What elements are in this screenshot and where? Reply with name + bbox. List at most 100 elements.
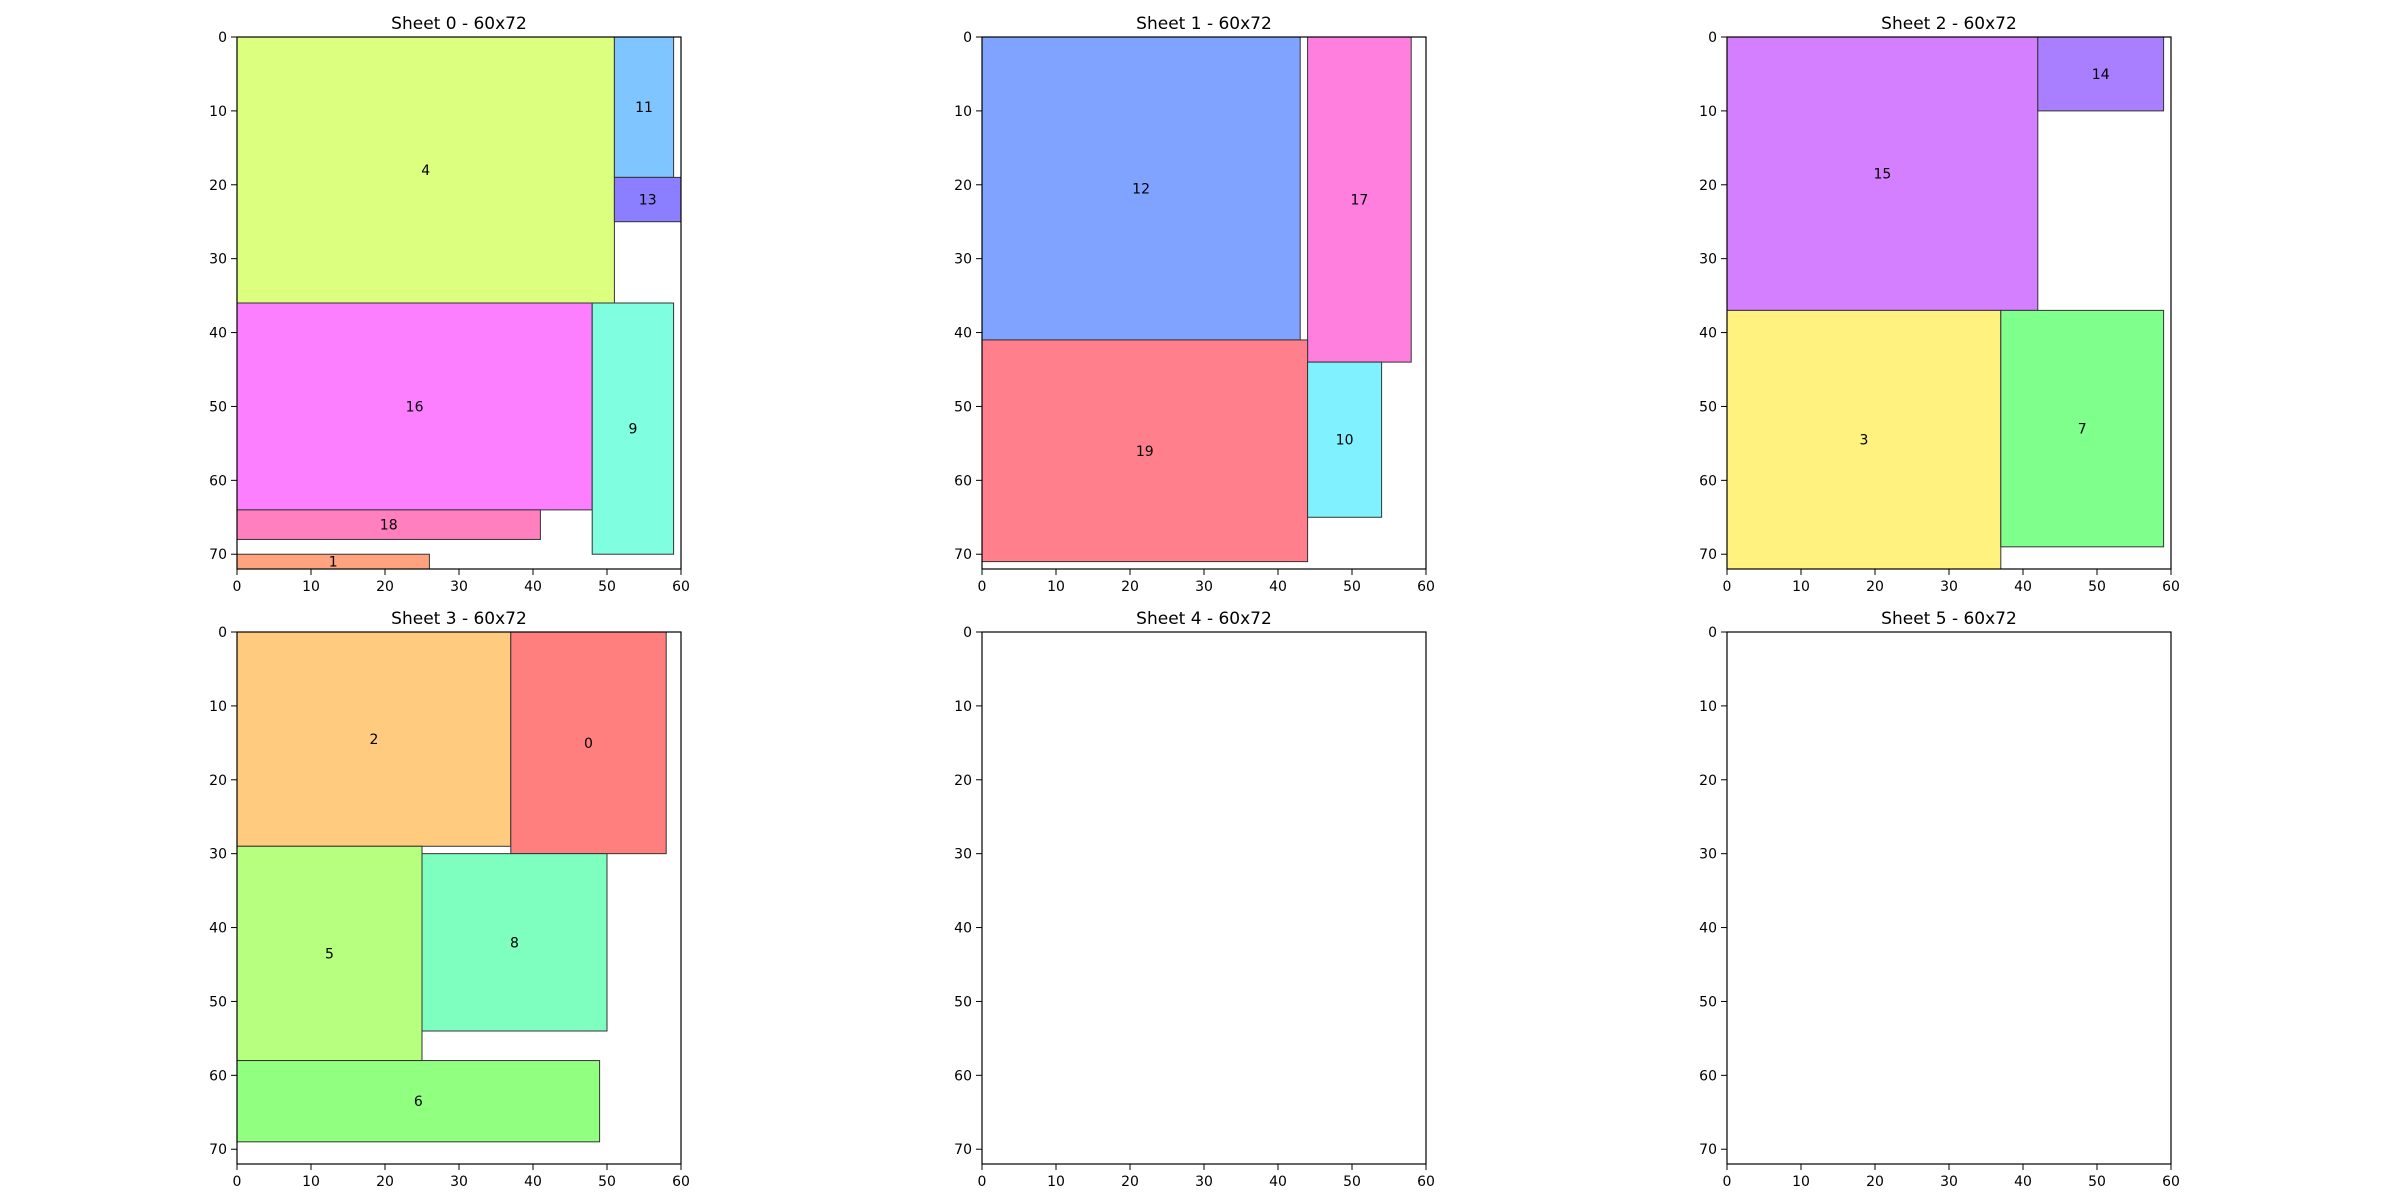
x-tick-label: 30 (1940, 1174, 1958, 1190)
y-tick-label: 60 (209, 473, 227, 489)
piece-rect-12 (981, 36, 1301, 341)
x-tick-label: 20 (1866, 1174, 1884, 1190)
x-tick-label: 50 (2088, 1174, 2106, 1190)
x-tick-label: 40 (1269, 579, 1287, 595)
x-tick-label: 10 (1792, 579, 1810, 595)
y-tick-label: 0 (963, 625, 972, 641)
sheet-panel-5: Sheet 5 - 60x72 0 10 20 30 40 50 60 0 10 20 30 40 50 6… (1699, 609, 2180, 1190)
x-tick-label: 20 (1866, 579, 1884, 595)
y-tick-label: 0 (218, 30, 227, 46)
piece-label-2: 2 (369, 732, 378, 748)
piece-rect-16 (236, 302, 593, 511)
x-tick-label: 0 (233, 579, 242, 595)
piece-rect-9 (591, 302, 675, 555)
piece-rect-14 (2037, 36, 2165, 112)
sheet-panel-4: Sheet 4 - 60x72 0 10 20 30 40 50 60 0 10 20 30 40 50 6… (954, 609, 1435, 1190)
y-tick-label: 40 (954, 326, 972, 342)
x-tick-label: 30 (1195, 1174, 1213, 1190)
y-tick-label: 0 (1708, 30, 1717, 46)
sheet-title: Sheet 0 - 60x72 (391, 14, 527, 34)
y-tick-label: 0 (963, 30, 972, 46)
x-tick-label: 40 (2014, 1174, 2032, 1190)
piece-label-10: 10 (1336, 433, 1354, 449)
x-tick-label: 30 (450, 579, 468, 595)
x-tick-label: 0 (1723, 579, 1732, 595)
piece-label-9: 9 (628, 422, 637, 438)
piece-label-17: 17 (1350, 193, 1368, 209)
x-tick-label: 20 (1121, 1174, 1139, 1190)
piece-label-8: 8 (510, 935, 519, 951)
sheet-title: Sheet 3 - 60x72 (391, 609, 527, 629)
piece-label-18: 18 (380, 518, 398, 534)
sheet-title: Sheet 5 - 60x72 (1881, 609, 2017, 629)
y-tick-label: 40 (1699, 326, 1717, 342)
piece-rect-15 (1726, 36, 2039, 311)
x-tick-label: 50 (598, 1174, 616, 1190)
piece-rect-10 (1307, 361, 1383, 518)
y-tick-label: 40 (954, 921, 972, 937)
piece-rect-8 (421, 853, 608, 1032)
x-tick-label: 40 (2014, 579, 2032, 595)
sheet-title: Sheet 1 - 60x72 (1136, 14, 1272, 34)
y-tick-label: 40 (209, 326, 227, 342)
piece-rect-5 (236, 845, 423, 1062)
axes-frame (1726, 631, 2172, 1165)
x-tick-label: 50 (1343, 1174, 1361, 1190)
sheet-title: Sheet 4 - 60x72 (1136, 609, 1272, 629)
y-tick-label: 30 (1699, 252, 1717, 268)
y-tick-label: 0 (1708, 625, 1717, 641)
y-tick-label: 10 (954, 699, 972, 715)
y-tick-label: 70 (954, 1142, 972, 1158)
x-tick-label: 60 (672, 579, 690, 595)
y-tick-label: 30 (954, 252, 972, 268)
x-tick-label: 60 (1417, 579, 1435, 595)
piece-label-13: 13 (639, 193, 657, 209)
y-tick-label: 10 (209, 699, 227, 715)
x-tick-label: 20 (1121, 579, 1139, 595)
piece-rect-7 (2000, 309, 2165, 548)
x-tick-label: 40 (524, 1174, 542, 1190)
piece-rect-17 (1307, 36, 1412, 363)
y-tick-label: 60 (1699, 1068, 1717, 1084)
piece-rect-4 (236, 36, 615, 304)
x-tick-label: 50 (598, 579, 616, 595)
y-tick-label: 70 (209, 1142, 227, 1158)
x-tick-label: 0 (978, 1174, 987, 1190)
y-tick-label: 70 (1699, 1142, 1717, 1158)
piece-label-15: 15 (1873, 167, 1891, 183)
y-tick-label: 50 (954, 399, 972, 415)
piece-label-14: 14 (2092, 67, 2110, 83)
y-tick-label: 70 (209, 547, 227, 563)
x-tick-label: 50 (1343, 579, 1361, 595)
x-tick-label: 0 (1723, 1174, 1732, 1190)
x-tick-label: 40 (524, 579, 542, 595)
x-tick-label: 60 (2162, 579, 2180, 595)
x-tick-label: 40 (1269, 1174, 1287, 1190)
x-tick-label: 10 (1792, 1174, 1810, 1190)
y-tick-label: 20 (954, 178, 972, 194)
piece-label-12: 12 (1132, 181, 1150, 197)
y-tick-label: 0 (218, 625, 227, 641)
x-tick-label: 0 (978, 579, 987, 595)
x-tick-label: 30 (1195, 579, 1213, 595)
x-tick-label: 30 (1940, 579, 1958, 595)
y-tick-label: 50 (954, 994, 972, 1010)
piece-label-7: 7 (2078, 422, 2087, 438)
y-tick-label: 30 (209, 847, 227, 863)
y-tick-label: 50 (209, 994, 227, 1010)
piece-rect-6 (236, 1060, 601, 1143)
x-tick-label: 60 (1417, 1174, 1435, 1190)
y-tick-label: 70 (1699, 547, 1717, 563)
x-tick-label: 50 (2088, 579, 2106, 595)
piece-rect-2 (236, 631, 512, 847)
x-tick-label: 10 (302, 579, 320, 595)
x-tick-label: 10 (302, 1174, 320, 1190)
piece-label-4: 4 (421, 163, 430, 179)
y-tick-label: 20 (954, 773, 972, 789)
x-tick-label: 10 (1047, 579, 1065, 595)
x-tick-label: 20 (376, 579, 394, 595)
